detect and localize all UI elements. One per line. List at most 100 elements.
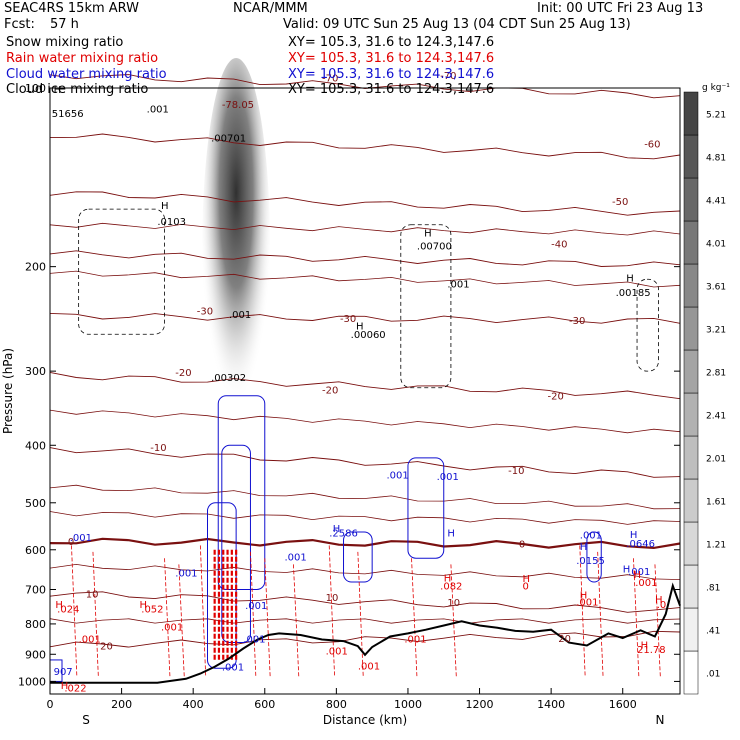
field-xy-rain: XY= 105.3, 31.6 to 124.3,147.6 — [288, 51, 495, 66]
org-label: NCAR/MMM — [233, 1, 308, 16]
colorbar-label: .01 — [706, 670, 720, 680]
snow-contour — [78, 208, 165, 335]
rain-contour — [199, 545, 207, 677]
value-annotation: 21.78 — [637, 645, 666, 656]
forecast-hour: 57 h — [50, 17, 79, 32]
max-marker: H — [655, 595, 663, 606]
isotherm-line — [49, 191, 681, 216]
field-label-rain: Rain water mixing ratio — [6, 51, 159, 66]
isotherm-line — [49, 618, 681, 624]
snow-contour — [636, 278, 659, 372]
x-tick-label: 400 — [183, 698, 204, 711]
colorbar-swatch — [683, 650, 699, 695]
freezing-level-line — [49, 537, 681, 550]
max-marker: H — [55, 600, 63, 611]
value-annotation: .001 — [326, 646, 348, 657]
value-annotation: 907 — [54, 667, 73, 678]
init-time: Init: 00 UTC Fri 23 Aug 13 — [537, 1, 704, 16]
value-annotation: .082 — [440, 582, 462, 593]
rain-contour — [597, 551, 604, 677]
value-annotation: .001 — [70, 533, 92, 544]
forecast-label: Fcst: — [4, 17, 35, 32]
isotherm-label: -10 — [150, 443, 166, 454]
isotherm-label: -70 — [322, 73, 338, 84]
value-annotation: .00302 — [211, 373, 246, 384]
isotherm-line — [49, 371, 681, 400]
isotherm-line — [49, 222, 681, 236]
colorbar-label: 4.41 — [706, 197, 726, 207]
plot-area: -70 -70 -60 -50 -40 -30 -30 -30 -20 -20 -20 -10 -10 0… — [1, 58, 730, 727]
value-annotation: .001 — [222, 662, 244, 673]
isotherm-label: 10 — [447, 598, 460, 609]
max-marker: H — [630, 530, 638, 541]
value-annotation: .00701 — [211, 133, 246, 144]
max-marker: H — [61, 681, 69, 692]
rain-contour — [71, 545, 78, 677]
max-marker: H — [626, 274, 634, 285]
y-tick-label: 1000 — [18, 675, 46, 688]
y-tick-label: 200 — [25, 261, 46, 274]
value-annotation: .001 — [437, 472, 459, 483]
y-tick-label: 900 — [25, 648, 46, 661]
y-tick-label: 400 — [25, 439, 46, 452]
value-annotation: .001 — [447, 280, 469, 291]
isotherm-line — [49, 409, 681, 434]
value-annotation: .2586 — [329, 529, 358, 540]
cloud-water-contour — [343, 531, 373, 583]
isotherm-line — [49, 447, 681, 478]
rain-contour — [579, 545, 586, 677]
value-annotation: .00060 — [351, 330, 386, 341]
value-annotation: .001 — [79, 635, 101, 646]
value-annotation: .001 — [229, 310, 251, 321]
value-annotation: .00700 — [417, 241, 452, 252]
terrain-line — [50, 582, 681, 684]
plot-frame — [49, 87, 681, 695]
isotherm-label: -40 — [551, 240, 567, 251]
max-marker: H — [447, 529, 455, 540]
colorbar-swatch — [683, 607, 699, 652]
colorbar-swatch — [683, 134, 699, 179]
colorbar-swatch — [683, 220, 699, 265]
max-marker: H — [333, 524, 341, 535]
value-annotation: .0155 — [576, 556, 605, 567]
value-annotation: .001 — [386, 470, 408, 481]
isotherm-label: 20 — [558, 634, 571, 645]
colorbar-swatch — [683, 91, 699, 136]
x-tick-label: 200 — [111, 698, 132, 711]
rain-contour — [293, 564, 300, 677]
colorbar-label: .81 — [706, 584, 720, 594]
isotherm-line — [49, 630, 681, 648]
isotherm-label: 0 — [68, 537, 74, 548]
value-annotation: .001 — [580, 530, 602, 541]
colorbar-label: 1.61 — [706, 498, 726, 508]
max-marker: H — [633, 570, 641, 581]
rain-contour — [633, 558, 640, 677]
cloud-water-contour — [407, 457, 445, 559]
field-label-cloud-water: Cloud water mixing ratio — [6, 67, 167, 82]
value-annotation: .0 — [657, 600, 667, 611]
colorbar-swatch — [683, 478, 699, 523]
x-axis-label: Distance (km) — [323, 713, 407, 727]
field-label-snow: Snow mixing ratio — [6, 35, 124, 50]
isotherm-label: -30 — [197, 306, 213, 317]
colorbar-swatch — [683, 306, 699, 351]
colorbar-unit: g kg⁻¹ — [702, 83, 730, 93]
endpoint-right: N — [656, 713, 665, 727]
colorbar-swatch — [683, 392, 699, 437]
rain-contour — [328, 545, 335, 677]
isotherm-label: -70 — [440, 71, 456, 82]
colorbar-swatch — [683, 263, 699, 308]
isotherm-line — [49, 250, 681, 267]
rain-contour — [264, 558, 271, 677]
value-annotation: -78.05 — [222, 100, 254, 111]
field-xy-cloud-ice: XY= 105.3, 31.6 to 124.3,147.6 — [288, 82, 495, 97]
rain-contour — [411, 558, 418, 677]
value-annotation: .0103 — [157, 217, 186, 228]
value-annotation: .0646 — [626, 539, 655, 550]
isotherm-label: -30 — [569, 316, 585, 327]
field-label-cloud-ice: Cloud ice mixing ratio — [6, 82, 149, 97]
colorbar-label: 1.21 — [706, 541, 726, 551]
x-tick-label: 1200 — [466, 698, 494, 711]
isotherm-line — [49, 563, 681, 580]
